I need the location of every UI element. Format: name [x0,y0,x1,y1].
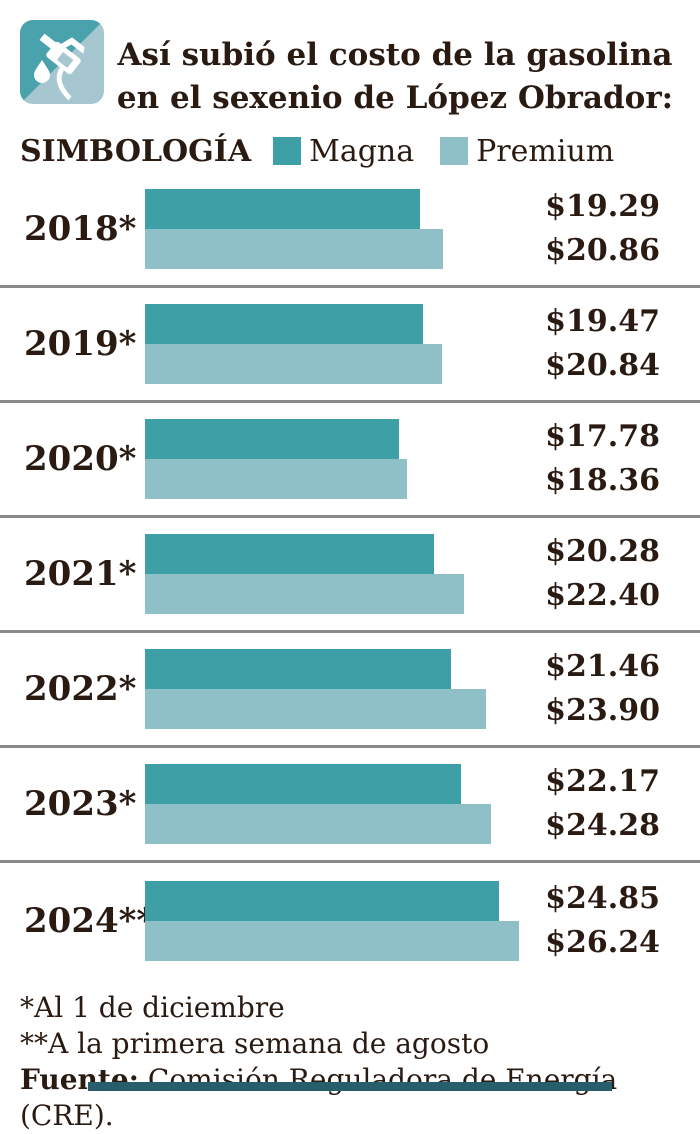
magna-price: $20.28 [545,534,660,569]
premium-price: $26.24 [545,924,660,960]
year-label: 2022* [24,669,137,709]
year-label: 2019* [24,324,137,364]
chart-row-2022: 2022* $21.46 $23.90 [0,633,700,748]
chart-row-2020: 2020* $17.78 $18.36 [0,403,700,518]
price-labels: $17.78 $18.36 [545,415,660,503]
price-labels: $22.17 $24.28 [545,760,660,848]
premium-price: $24.28 [545,808,660,843]
legend-item-premium: Premium [440,134,614,169]
chart-row-2018: 2018* $19.29 $20.86 [0,173,700,288]
magna-price: $21.46 [545,649,660,684]
magna-bar [145,764,462,804]
premium-bar [145,229,443,269]
chart-title-line1: Así subió el costo de la gasolina [117,37,673,73]
premium-swatch-icon [440,137,469,165]
magna-swatch-icon [273,137,302,165]
magna-price: $19.29 [545,189,660,224]
magna-bar [145,880,500,921]
fuel-pump-icon [20,20,104,104]
magna-price: $22.17 [545,764,660,799]
source-label: Fuente: [20,1063,139,1096]
price-labels: $19.29 $20.86 [545,185,660,273]
price-labels: $20.28 $22.40 [545,530,660,618]
magna-bar [145,649,451,689]
magna-bar [145,189,421,229]
legend-label-magna: Magna [309,133,415,169]
year-label: 2021* [24,554,137,594]
chart-row-2024: 2024** $24.85 $26.24 [0,863,700,978]
price-labels: $24.85 $26.24 [545,877,660,965]
chart-title-line2: en el sexenio de López Obrador: [116,80,674,116]
premium-price: $20.84 [545,348,660,383]
fuel-pump-icon-svg [20,20,104,104]
chart-row-2023: 2023* $22.17 $24.28 [0,748,700,863]
legend-label-premium: Premium [476,133,615,169]
chart-row-2021: 2021* $20.28 $22.40 [0,518,700,633]
bar-chart: 2018* $19.29 $20.86 2019* $19.47 $20.84 … [0,173,700,978]
footer-notes: *Al 1 de diciembre **A la primera semana… [0,978,700,1134]
bar-group [145,304,443,384]
price-labels: $21.46 $23.90 [545,645,660,733]
bar-group [145,534,465,614]
magna-price: $17.78 [545,419,660,454]
premium-bar [145,459,407,499]
chart-row-2019: 2019* $19.47 $20.84 [0,288,700,403]
bottom-accent-bar [88,1082,612,1091]
premium-price: $18.36 [545,463,660,498]
bar-group [145,880,520,961]
premium-bar [145,920,520,961]
magna-price: $24.85 [545,880,660,916]
premium-price: $23.90 [545,693,660,728]
legend-title: SIMBOLOGÍA [20,133,252,169]
premium-price: $20.86 [545,233,660,268]
premium-bar [145,574,465,614]
note-december: *Al 1 de diciembre [20,991,285,1024]
premium-price: $22.40 [545,578,660,613]
bar-group [145,189,443,269]
legend: SIMBOLOGÍA Magna Premium [0,132,700,170]
bar-group [145,419,407,499]
premium-bar [145,804,492,844]
bar-group [145,764,492,844]
year-label: 2024** [24,900,155,941]
year-label: 2023* [24,784,137,824]
legend-item-magna: Magna [273,134,414,169]
bar-group [145,649,486,729]
header: Así subió el costo de la gasolina en el … [0,0,700,120]
year-label: 2018* [24,209,137,249]
premium-bar [145,689,486,729]
magna-bar [145,419,399,459]
premium-bar [145,344,443,384]
note-august: **A la primera semana de agosto [20,1027,490,1060]
chart-title: Así subió el costo de la gasolina en el … [104,34,686,120]
source-line: Fuente: Comisión Reguladora de Energía (… [20,1062,680,1134]
magna-bar [145,534,435,574]
magna-price: $19.47 [545,304,660,339]
price-labels: $19.47 $20.84 [545,300,660,388]
year-label: 2020* [24,439,137,479]
magna-bar [145,304,423,344]
